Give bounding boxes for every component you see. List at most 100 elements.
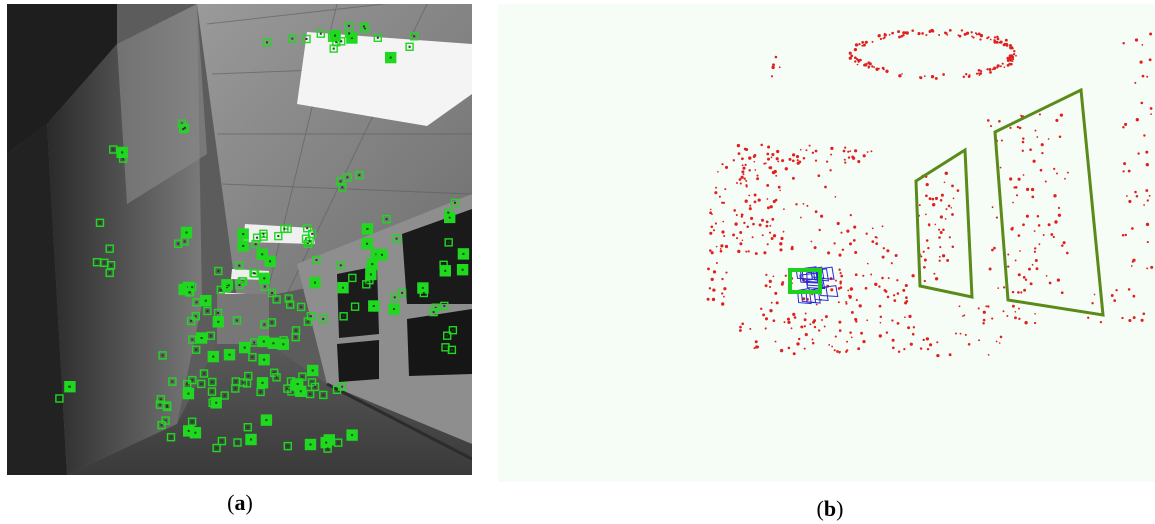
map-point — [891, 319, 894, 322]
map-point — [1029, 148, 1032, 151]
feature-marker-center — [171, 380, 174, 383]
feature-marker-center — [286, 387, 289, 390]
map-point — [989, 38, 992, 41]
map-point — [864, 286, 868, 290]
feature-marker — [224, 281, 234, 290]
map-point — [1127, 288, 1131, 291]
map-point — [723, 234, 726, 238]
feature-marker — [441, 343, 450, 352]
map-point — [709, 231, 713, 235]
map-point — [1009, 177, 1013, 181]
map-point — [848, 242, 853, 246]
feature-marker-center — [177, 242, 180, 245]
map-point — [771, 217, 775, 221]
map-point — [744, 199, 748, 203]
map-point — [768, 231, 772, 234]
feature-marker — [348, 273, 357, 283]
map-point — [933, 272, 936, 275]
map-point — [1031, 195, 1035, 199]
map-point — [1011, 290, 1015, 294]
feature-marker — [238, 378, 248, 387]
feature-marker-center — [296, 383, 299, 385]
map-point — [1002, 310, 1005, 313]
map-point — [780, 236, 784, 241]
feature-marker — [291, 333, 300, 342]
map-point — [756, 177, 760, 181]
feature-marker-center — [181, 122, 183, 125]
feature-marker-center — [170, 436, 172, 439]
map-point — [722, 201, 726, 205]
map-point — [977, 72, 980, 75]
caption-b: (b) — [816, 496, 844, 521]
feature-marker-center — [341, 385, 344, 388]
map-point — [988, 68, 992, 71]
map-point — [813, 319, 817, 323]
map-point — [930, 75, 935, 79]
feature-marker-center — [308, 240, 311, 243]
map-point — [792, 312, 796, 317]
map-point — [853, 225, 857, 229]
feature-marker-center — [211, 381, 214, 383]
map-point — [715, 245, 718, 248]
map-point — [796, 342, 800, 346]
map-point — [791, 159, 795, 163]
map-point — [763, 251, 767, 255]
feature-marker — [286, 300, 295, 309]
map-point — [875, 67, 879, 71]
map-point — [740, 175, 744, 179]
map-point — [1033, 321, 1037, 325]
feature-marker-center — [242, 381, 245, 384]
map-point — [998, 342, 1001, 344]
feature-marker-center — [432, 311, 435, 314]
map-point — [1122, 125, 1125, 129]
map-point — [999, 65, 1002, 68]
map-point — [748, 207, 752, 211]
feature-marker-center — [376, 36, 379, 39]
map-point — [845, 300, 848, 304]
map-point — [1022, 137, 1025, 140]
map-point — [1012, 53, 1016, 56]
map-point — [724, 244, 729, 249]
feature-marker-center — [227, 284, 230, 287]
feature-marker-center — [364, 27, 366, 30]
map-point — [1141, 74, 1145, 78]
map-point — [768, 166, 771, 169]
feature-marker-center — [195, 348, 198, 351]
map-point — [1121, 316, 1124, 320]
map-point — [975, 72, 979, 75]
map-point — [1020, 291, 1023, 294]
map-point — [1035, 267, 1039, 271]
feature-marker-center — [211, 390, 213, 393]
map-point — [858, 59, 861, 62]
feature-marker — [310, 382, 320, 392]
map-point — [849, 150, 852, 152]
map-point — [925, 337, 930, 341]
map-point — [934, 223, 937, 226]
map-point — [821, 319, 823, 321]
map-point — [1003, 66, 1006, 69]
feature-marker — [217, 436, 227, 446]
map-point — [939, 215, 943, 219]
feature-marker — [260, 320, 269, 329]
feature-marker-center — [332, 47, 335, 50]
map-point — [923, 279, 926, 283]
feature-marker-center — [322, 393, 325, 396]
map-point — [836, 221, 840, 226]
map-point — [928, 224, 931, 227]
feature-marker-center — [454, 201, 456, 204]
feature-marker-center — [348, 32, 351, 35]
feature-marker-center — [339, 264, 342, 267]
feature-marker-center — [159, 403, 161, 406]
feature-marker — [191, 312, 201, 321]
map-point — [768, 279, 772, 283]
map-point — [862, 274, 865, 277]
feature-marker — [302, 34, 311, 44]
map-point — [886, 249, 890, 253]
feature-marker — [203, 306, 212, 316]
feature-marker-center — [188, 291, 191, 294]
map-point — [1022, 223, 1025, 227]
feature-marker-center — [362, 25, 365, 28]
feature-marker — [270, 368, 279, 377]
map-point — [739, 325, 742, 329]
feature-marker-center — [96, 261, 98, 264]
